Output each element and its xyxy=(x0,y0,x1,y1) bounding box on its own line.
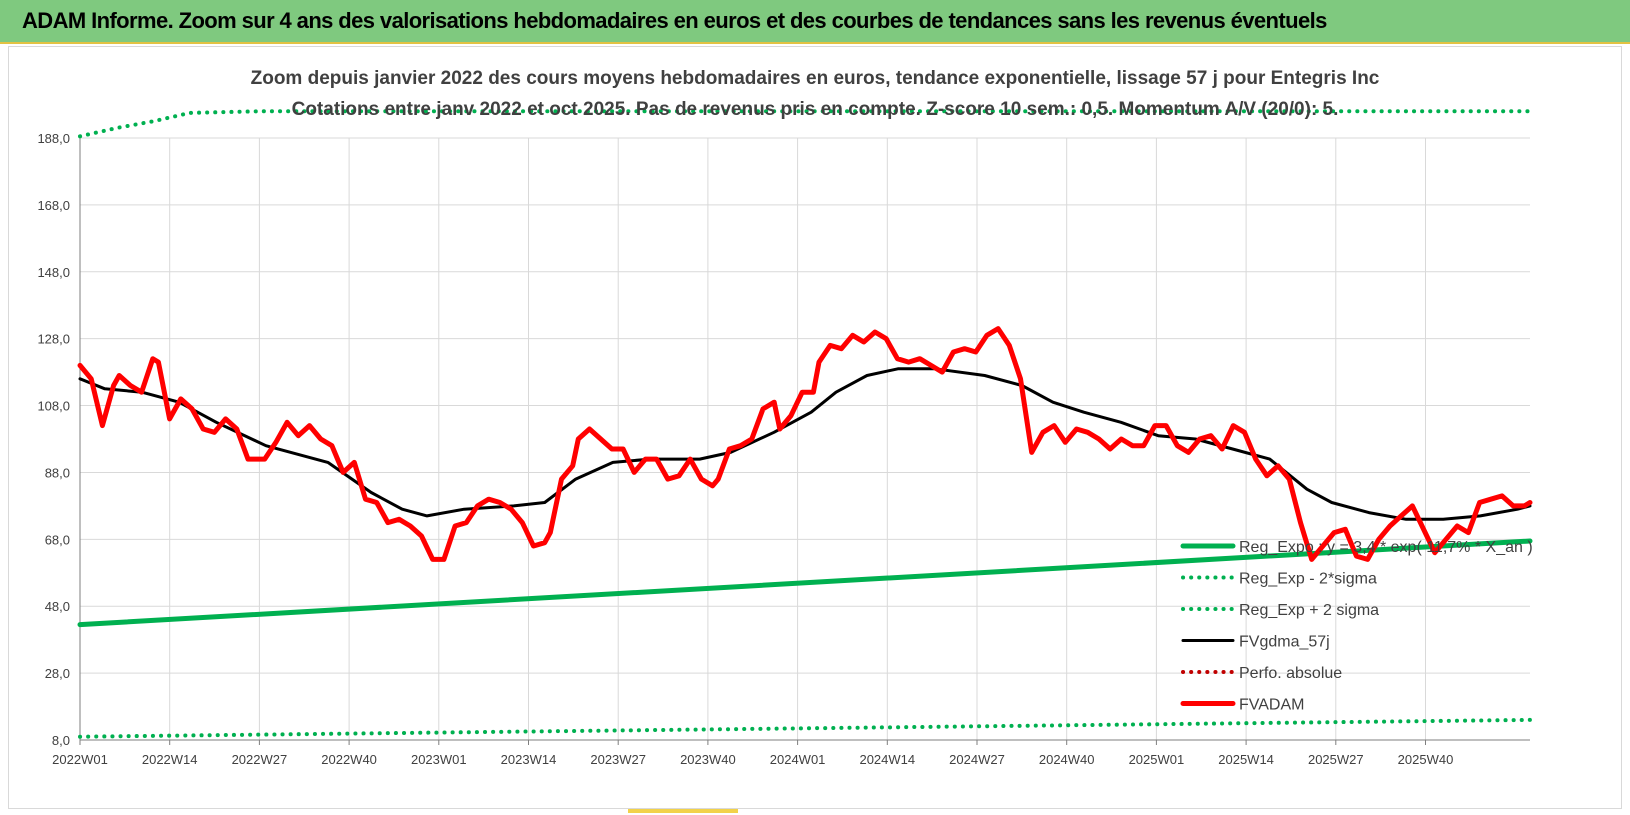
page-title: ADAM Informe. Zoom sur 4 ans des valoris… xyxy=(22,8,1327,33)
y-tick-label: 148,0 xyxy=(37,265,70,280)
y-tick-label: 108,0 xyxy=(37,399,70,414)
x-tick-label: 2024W40 xyxy=(1039,752,1095,767)
reg-expo-line xyxy=(77,538,1533,628)
x-tick-label: 2023W27 xyxy=(590,752,646,767)
chart-title: Zoom depuis janvier 2022 des cours moyen… xyxy=(251,68,1380,89)
fvadam-line xyxy=(77,326,1533,562)
x-tick-label: 2025W14 xyxy=(1218,752,1274,767)
x-tick-label: 2022W27 xyxy=(232,752,288,767)
series-layer xyxy=(77,109,1533,739)
legend-label: FVADAM xyxy=(1239,697,1304,714)
y-tick-label: 188,0 xyxy=(37,131,70,146)
legend-label: Reg_Exp + 2 sigma xyxy=(1239,602,1379,619)
axes: 188,0 168,0 148,0 128,0 108,0 88,0 68,0 48,0 28,… xyxy=(37,131,1530,767)
legend-label: FVgdma_57j xyxy=(1239,634,1330,651)
y-tick-label: 68,0 xyxy=(45,532,70,547)
gridlines xyxy=(79,137,1530,741)
x-tick-label: 2025W27 xyxy=(1308,752,1364,767)
x-tick-label: 2023W40 xyxy=(680,752,736,767)
legend: Reg_Expo : y = 3,4 * exp( 11,7% * X_an )… xyxy=(1180,539,1533,714)
chart-subtitle: Cotations entre janv 2022 et oct 2025. P… xyxy=(292,99,1339,120)
x-tick-label: 2024W01 xyxy=(770,752,826,767)
x-tick-label: 2025W40 xyxy=(1398,752,1454,767)
x-tick-label: 2025W01 xyxy=(1129,752,1185,767)
x-tick-label: 2022W01 xyxy=(52,752,108,767)
reg-exp-minus-2sigma-line xyxy=(78,717,1532,739)
reg-exp-plus-2sigma-line xyxy=(78,109,1532,139)
y-tick-label: 48,0 xyxy=(45,599,70,614)
legend-label: Reg_Expo : y = 3,4 * exp( 11,7% * X_an ) xyxy=(1239,539,1533,556)
x-tick-label: 2022W14 xyxy=(142,752,198,767)
y-tick-label: 88,0 xyxy=(45,465,70,480)
bottom-accent-bar xyxy=(628,809,738,813)
x-tick-label: 2024W27 xyxy=(949,752,1005,767)
y-tick-label: 128,0 xyxy=(37,332,70,347)
legend-label: Reg_Exp - 2*sigma xyxy=(1239,571,1377,588)
x-tick-label: 2024W14 xyxy=(859,752,915,767)
header-banner: ADAM Informe. Zoom sur 4 ans des valoris… xyxy=(0,0,1630,44)
legend-label: Perfo. absolue xyxy=(1239,665,1342,682)
chart-area xyxy=(8,46,1622,809)
x-tick-label: 2023W14 xyxy=(501,752,557,767)
x-tick-label: 2022W40 xyxy=(321,752,377,767)
x-tick-label: 2023W01 xyxy=(411,752,467,767)
y-tick-label: 8,0 xyxy=(52,733,70,748)
y-tick-label: 28,0 xyxy=(45,666,70,681)
y-tick-label: 168,0 xyxy=(37,198,70,213)
fvgdma-57j-line xyxy=(78,367,1532,521)
